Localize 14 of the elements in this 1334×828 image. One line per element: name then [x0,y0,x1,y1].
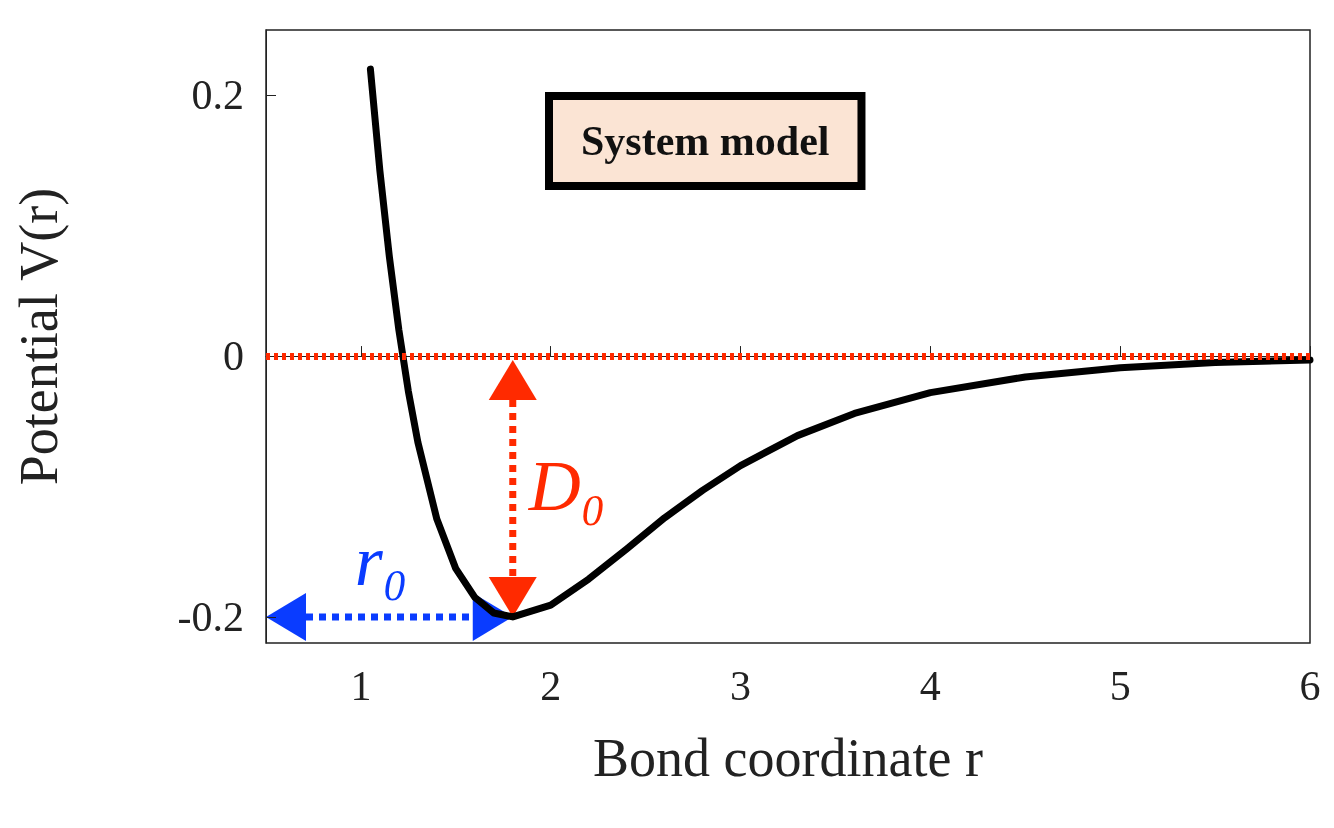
annotation: r₀ [354,520,408,601]
y-tick-label: -0.2 [177,593,244,640]
x-tick-label: 4 [919,663,941,709]
x-tick-label: 5 [1109,663,1131,709]
y-tick-label: 0 [223,333,244,380]
annotation: System model [581,118,830,164]
x-tick-label: 1 [350,663,372,709]
y-axis-title: Potential V(r) [9,187,69,486]
x-tick-label: 3 [730,663,752,709]
x-tick-label: 6 [1299,663,1321,709]
x-axis-title: Bond coordinate r [593,728,983,788]
x-tick-label: 2 [540,663,562,709]
y-tick-label: 0.2 [191,72,244,119]
annotation: D₀ [527,446,606,527]
